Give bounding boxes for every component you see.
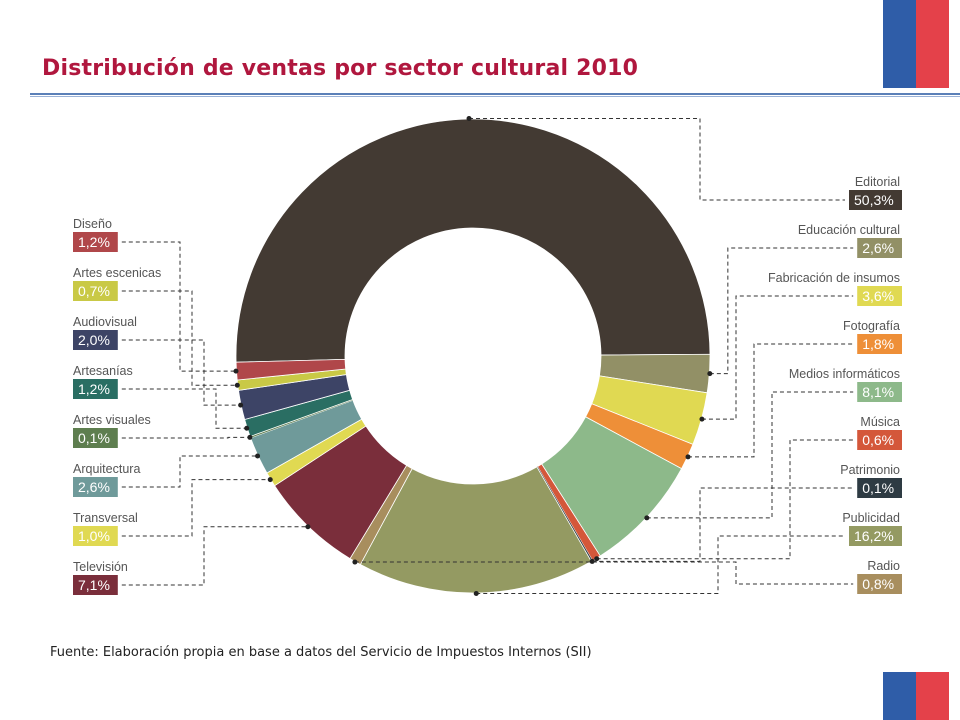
leader-dot-publicidad bbox=[473, 590, 479, 596]
value-box-arquitectura bbox=[73, 477, 118, 497]
leader-dot-audiovisual bbox=[238, 402, 244, 408]
value-label-medios-informaticos: 8,1% bbox=[862, 384, 894, 400]
value-box-patrimonio bbox=[857, 478, 902, 498]
legend-name-audiovisual: Audiovisual bbox=[73, 315, 137, 329]
leader-publicidad bbox=[476, 535, 845, 594]
leader-fotografia bbox=[688, 343, 854, 458]
value-box-musica bbox=[857, 430, 902, 450]
legend-name-patrimonio: Patrimonio bbox=[840, 463, 900, 477]
value-box-diseno bbox=[73, 232, 118, 252]
value-label-television: 7,1% bbox=[78, 577, 110, 593]
leader-dot-diseno bbox=[233, 368, 239, 374]
value-box-artesanias bbox=[73, 379, 118, 399]
leader-fabricacion-de-insumos bbox=[701, 295, 854, 420]
legend-name-publicidad: Publicidad bbox=[842, 511, 900, 525]
slice-diseno bbox=[235, 358, 347, 381]
leader-editorial bbox=[469, 118, 845, 201]
legend-name-fotografia: Fotografía bbox=[843, 319, 900, 333]
slice-publicidad bbox=[359, 466, 592, 594]
value-label-audiovisual: 2,0% bbox=[78, 332, 110, 348]
legend-name-editorial: Editorial bbox=[855, 175, 900, 189]
value-box-publicidad bbox=[849, 526, 902, 546]
leader-lines bbox=[121, 116, 854, 596]
legend-name-radio: Radio bbox=[867, 559, 900, 573]
value-label-artesanias: 1,2% bbox=[78, 381, 110, 397]
flag-decoration-bottom bbox=[883, 672, 949, 720]
value-label-patrimonio: 0,1% bbox=[862, 480, 894, 496]
leader-diseno bbox=[121, 241, 236, 372]
value-label-educacion-cultural: 2,6% bbox=[862, 240, 894, 256]
value-box-transversal bbox=[73, 526, 118, 546]
legend-name-transversal: Transversal bbox=[73, 511, 138, 525]
value-label-fabricacion-de-insumos: 3,6% bbox=[862, 288, 894, 304]
legend-name-medios-informaticos: Medios informáticos bbox=[789, 367, 900, 381]
value-box-artes-escenicas bbox=[73, 281, 118, 301]
legend-name-musica: Música bbox=[860, 415, 900, 429]
leader-dot-artes-escenicas bbox=[234, 382, 240, 388]
leader-musica bbox=[596, 439, 854, 560]
leader-educacion-cultural bbox=[709, 247, 854, 375]
value-label-artes-visuales: 0,1% bbox=[78, 430, 110, 446]
slice-editorial bbox=[235, 118, 711, 363]
slice-patrimonio bbox=[536, 466, 593, 562]
value-label-transversal: 1,0% bbox=[78, 528, 110, 544]
legend-name-fabricacion-de-insumos: Fabricación de insumos bbox=[768, 271, 900, 285]
leader-television bbox=[121, 526, 308, 586]
value-box-editorial bbox=[849, 190, 902, 210]
value-label-diseno: 1,2% bbox=[78, 234, 110, 250]
legend-name-artesanias: Artesanías bbox=[73, 364, 133, 378]
leader-dot-artes-visuales bbox=[247, 434, 253, 440]
value-label-publicidad: 16,2% bbox=[854, 528, 894, 544]
leader-radio bbox=[354, 561, 854, 585]
value-label-artes-escenicas: 0,7% bbox=[78, 283, 110, 299]
leader-dot-medios-informaticos bbox=[644, 515, 650, 521]
leader-artes-escenicas bbox=[121, 290, 238, 386]
donut-slices bbox=[235, 118, 711, 594]
legend-name-diseno: Diseño bbox=[73, 217, 112, 231]
value-box-artes-visuales bbox=[73, 428, 118, 448]
value-box-fotografia bbox=[857, 334, 902, 354]
leader-artes-visuales bbox=[121, 436, 250, 439]
leader-dot-transversal bbox=[267, 477, 273, 483]
legend-labels: Editorial 50,3% Educación cultural 2,6% Fabr… bbox=[73, 175, 902, 595]
title-divider-thin bbox=[30, 96, 960, 97]
value-box-television bbox=[73, 575, 118, 595]
value-box-audiovisual bbox=[73, 330, 118, 350]
title-divider bbox=[30, 93, 960, 95]
leader-dot-artesanias bbox=[244, 425, 250, 431]
value-box-medios-informaticos bbox=[857, 382, 902, 402]
leader-dot-fotografia bbox=[685, 454, 691, 460]
legend-name-television: Televisión bbox=[73, 560, 128, 574]
value-box-fabricacion-de-insumos bbox=[857, 286, 902, 306]
leader-dot-arquitectura bbox=[255, 453, 261, 459]
leader-dot-patrimonio bbox=[589, 558, 595, 564]
value-label-radio: 0,8% bbox=[862, 576, 894, 592]
leader-transversal bbox=[121, 479, 271, 537]
leader-dot-educacion-cultural bbox=[707, 371, 713, 377]
leader-audiovisual bbox=[121, 339, 241, 406]
legend-name-artes-escenicas: Artes escenicas bbox=[73, 266, 161, 280]
leader-artesanias bbox=[121, 388, 247, 429]
value-label-editorial: 50,3% bbox=[854, 192, 894, 208]
leader-dot-musica bbox=[594, 556, 600, 562]
value-box-educacion-cultural bbox=[857, 238, 902, 258]
value-label-fotografia: 1,8% bbox=[862, 336, 894, 352]
value-label-musica: 0,6% bbox=[862, 432, 894, 448]
legend-name-arquitectura: Arquitectura bbox=[73, 462, 140, 476]
leader-arquitectura bbox=[121, 455, 258, 488]
chart-title: Distribución de ventas por sector cultur… bbox=[42, 56, 639, 81]
leader-dot-editorial bbox=[466, 116, 472, 122]
leader-dot-fabricacion-de-insumos bbox=[699, 416, 705, 422]
value-label-arquitectura: 2,6% bbox=[78, 479, 110, 495]
leader-dot-television bbox=[305, 524, 311, 530]
source-note: Fuente: Elaboración propia en base a dat… bbox=[50, 645, 592, 660]
leader-dot-radio bbox=[352, 559, 358, 565]
legend-name-artes-visuales: Artes visuales bbox=[73, 413, 151, 427]
flag-decoration-top bbox=[883, 0, 949, 88]
value-box-radio bbox=[857, 574, 902, 594]
legend-name-educacion-cultural: Educación cultural bbox=[798, 223, 900, 237]
